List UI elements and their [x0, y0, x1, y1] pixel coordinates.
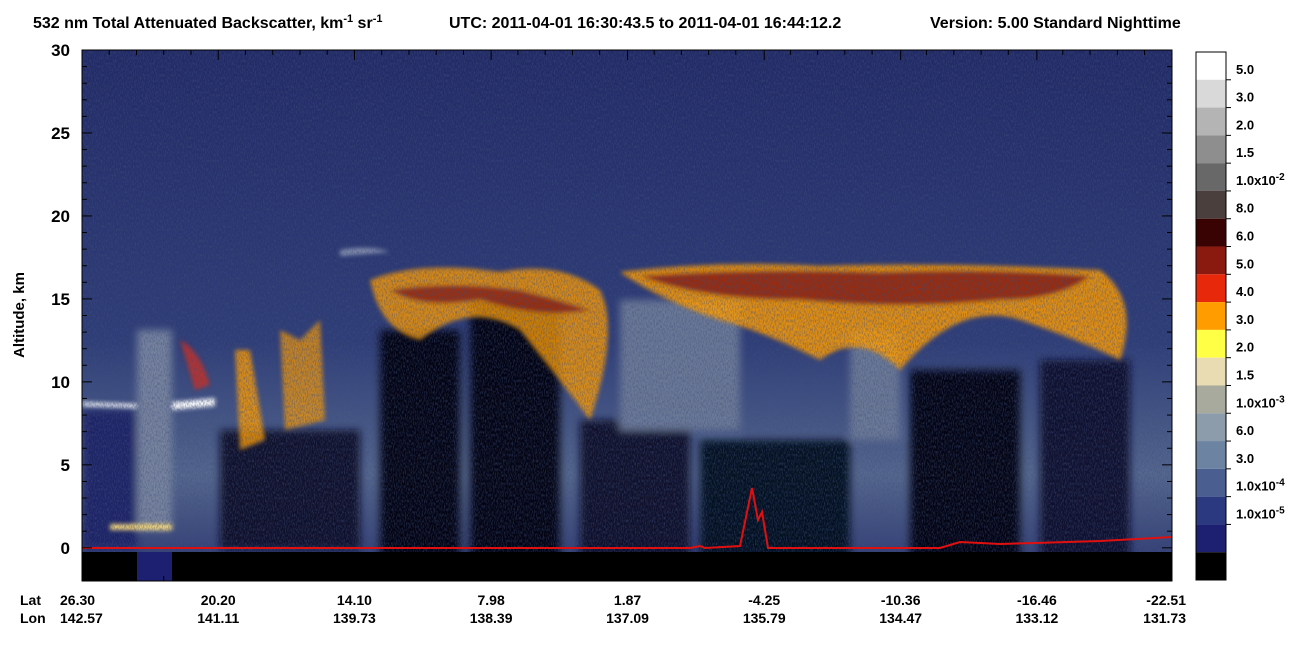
colorbar-label-exponent: -2	[1276, 171, 1285, 182]
colorbar-swatch	[1196, 302, 1226, 330]
colorbar-label-text: 6.0	[1236, 229, 1254, 244]
colorbar-label: 3.0	[1236, 312, 1254, 327]
colorbar-label-text: 8.0	[1236, 201, 1254, 216]
colorbar-label-text: 2.0	[1236, 340, 1254, 355]
colorbar-swatch	[1196, 190, 1226, 219]
colorbar-swatch	[1196, 107, 1226, 136]
lat-tick-label: 26.30	[60, 592, 95, 608]
colorbar-label: 3.0	[1236, 90, 1254, 105]
y-tick-label: 5	[61, 456, 70, 475]
lon-tick-label: 133.12	[1015, 610, 1058, 626]
lon-tick-label: 135.79	[743, 610, 786, 626]
colorbar-label-text: 1.5	[1236, 145, 1254, 160]
colorbar-swatch	[1196, 496, 1226, 525]
colorbar-label-text: 1.0x10	[1236, 173, 1276, 188]
lat-tick-label: 1.87	[614, 592, 641, 608]
colorbar-label-exponent: -3	[1276, 394, 1285, 405]
colorbar-label-exponent: -5	[1276, 505, 1285, 516]
y-tick-label: 10	[51, 373, 70, 392]
lon-label: Lon	[20, 610, 46, 626]
colorbar-label-text: 4.0	[1236, 284, 1254, 299]
colorbar-label-text: 1.5	[1236, 367, 1254, 382]
lon-tick-label: 141.11	[197, 610, 239, 626]
colorbar-label: 6.0	[1236, 229, 1254, 244]
colorbar-label-text: 6.0	[1236, 423, 1254, 438]
title-superscript: -1	[343, 13, 353, 25]
version-info: Version: 5.00 Standard Nighttime	[930, 15, 1181, 32]
colorbar-label-text: 2.0	[1236, 117, 1254, 132]
colorbar-label-text: 3.0	[1236, 312, 1254, 327]
lat-tick-label: -10.36	[881, 592, 921, 608]
lat-tick-label: 20.20	[201, 592, 236, 608]
y-tick-label: 15	[51, 290, 70, 309]
colorbar-swatch	[1196, 163, 1226, 191]
colorbar-swatch	[1196, 413, 1226, 442]
lon-tick-label: 137.09	[606, 610, 649, 626]
colorbar-label-text: 3.0	[1236, 451, 1254, 466]
y-tick-label: 25	[51, 124, 70, 143]
colorbar-swatch	[1196, 524, 1226, 553]
colorbar-label-exponent: -4	[1276, 477, 1285, 488]
colorbar-swatch	[1196, 274, 1226, 303]
colorbar-label-text: 1.0x10	[1236, 395, 1276, 410]
colorbar-label: 4.0	[1236, 284, 1254, 299]
title-superscript: -1	[373, 13, 383, 25]
lon-tick-label: 131.73	[1143, 610, 1186, 626]
colorbar-label: 5.0	[1236, 256, 1254, 271]
lon-tick-label: 138.39	[470, 610, 513, 626]
y-tick-label: 30	[51, 41, 70, 60]
colorbar-label-text: 1.0x10	[1236, 479, 1276, 494]
colorbar-label: 1.0x10-5	[1236, 505, 1285, 522]
colorbar-frame	[1195, 51, 1227, 581]
colorbar-swatch	[1196, 468, 1226, 497]
colorbar-label-text: 1.0x10	[1236, 506, 1276, 521]
lat-tick-label: 14.10	[337, 592, 372, 608]
colorbar-swatch	[1196, 357, 1226, 386]
y-tick-label: 0	[61, 539, 70, 558]
colorbar-label-text: 3.0	[1236, 90, 1254, 105]
colorbar-label: 2.0	[1236, 117, 1254, 132]
colorbar-swatch	[1196, 246, 1226, 275]
colorbar-swatch	[1196, 218, 1226, 247]
colorbar-swatch	[1196, 135, 1226, 164]
colorbar-label: 3.0	[1236, 451, 1254, 466]
colorbar-label: 1.0x10-2	[1236, 171, 1285, 188]
lat-label: Lat	[20, 592, 41, 608]
colorbar-label: 1.5	[1236, 367, 1254, 382]
lat-tick-label: -22.51	[1146, 592, 1186, 608]
chart-title: 532 nm Total Attenuated Backscatter, km-…	[33, 13, 382, 32]
title-part: 532 nm Total Attenuated Backscatter, km	[33, 15, 343, 32]
utc-range: UTC: 2011-04-01 16:30:43.5 to 2011-04-01…	[449, 15, 841, 32]
lon-tick-label: 139.73	[333, 610, 376, 626]
colorbar-swatch	[1196, 552, 1226, 580]
colorbar-label: 5.0	[1236, 62, 1254, 77]
colorbar-swatch	[1196, 385, 1226, 414]
colorbar-label: 2.0	[1236, 340, 1254, 355]
lat-tick-label: 7.98	[477, 592, 504, 608]
colorbar-label-text: 5.0	[1236, 62, 1254, 77]
colorbar-label: 1.0x10-4	[1236, 477, 1285, 494]
colorbar-swatch	[1196, 441, 1226, 469]
lat-tick-label: -4.25	[748, 592, 780, 608]
colorbar-swatch	[1196, 52, 1226, 80]
colorbar-label-text: 5.0	[1236, 256, 1254, 271]
colorbar-swatch	[1196, 79, 1226, 108]
lon-tick-label: 134.47	[879, 610, 922, 626]
lon-tick-label: 142.57	[60, 610, 103, 626]
y-axis-label: Altitude, km	[11, 272, 28, 358]
title-part: sr	[353, 15, 373, 32]
y-tick-label: 20	[51, 207, 70, 226]
lat-tick-label: -16.46	[1017, 592, 1057, 608]
colorbar-swatch	[1196, 329, 1226, 358]
curtain-image	[82, 50, 1172, 581]
colorbar-label: 8.0	[1236, 201, 1254, 216]
colorbar-label: 6.0	[1236, 423, 1254, 438]
colorbar-label: 1.0x10-3	[1236, 394, 1285, 411]
colorbar-label: 1.5	[1236, 145, 1254, 160]
